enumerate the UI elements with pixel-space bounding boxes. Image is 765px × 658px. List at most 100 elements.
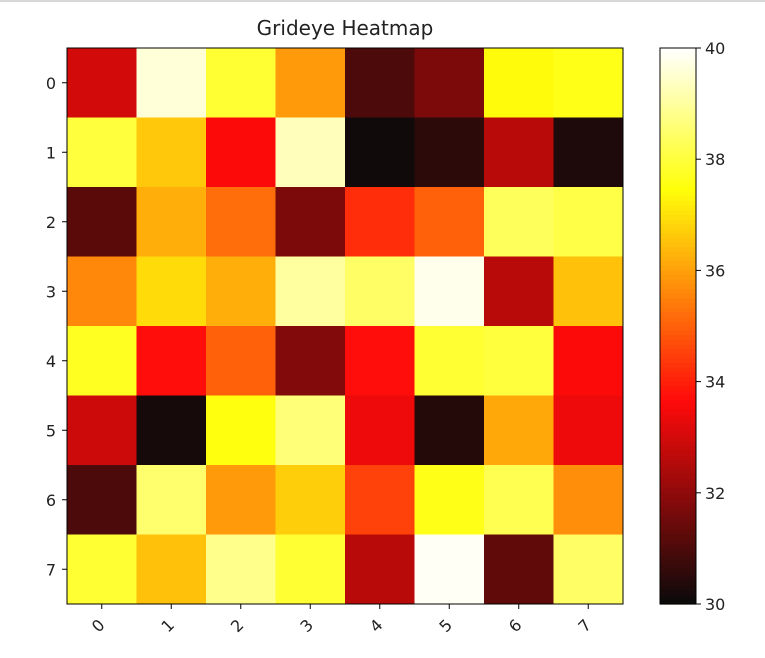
x-tick-label: 1 (157, 615, 178, 636)
colorbar-segment (660, 390, 696, 397)
heatmap-cell (136, 395, 207, 466)
heatmap-cell (345, 187, 415, 257)
colorbar-segment (660, 270, 696, 276)
heatmap-cell (206, 256, 276, 327)
heatmap-cell (275, 534, 346, 605)
colorbar-segment (660, 154, 696, 160)
colorbar-segment (660, 265, 696, 271)
colorbar-segment (660, 414, 696, 420)
colorbar-segment (660, 103, 696, 109)
colorbar-segment (660, 224, 696, 230)
heatmap-cell (345, 117, 415, 188)
colorbar-tick-label: 38 (705, 150, 725, 169)
colorbar-segment (660, 497, 696, 503)
heatmap-cell (275, 256, 346, 327)
colorbar-segment (660, 339, 696, 346)
colorbar-tick-label: 40 (705, 39, 725, 58)
colorbar-segment (660, 437, 696, 443)
colorbar-segment (660, 381, 696, 387)
colorbar-segment (660, 427, 696, 434)
colorbar-segment (660, 511, 696, 517)
y-tick-label: 5 (46, 421, 56, 440)
heatmap-cell (553, 465, 624, 535)
heatmap-cell (275, 48, 346, 118)
colorbar-segment (660, 57, 696, 63)
colorbar-segment (660, 214, 696, 221)
colorbar-segment (660, 590, 696, 596)
colorbar-segment (660, 177, 696, 183)
colorbar-segment (660, 580, 696, 587)
colorbar-segment (660, 548, 696, 554)
colorbar-segment (660, 488, 696, 494)
colorbar-segment (660, 409, 696, 415)
heatmap-cell (553, 395, 624, 466)
x-tick-label: 3 (296, 615, 317, 636)
heatmap-cell (484, 256, 554, 327)
top-border (0, 0, 765, 2)
colorbar-segment (660, 492, 696, 499)
x-axis: 0 1 2 3 4 5 6 7 (88, 604, 595, 636)
colorbar-segment (660, 451, 696, 457)
colorbar-segment (660, 293, 696, 299)
colorbar-segment (660, 515, 696, 522)
heatmap-cell (553, 117, 624, 188)
heatmap-cell (414, 534, 485, 605)
colorbar-segment (660, 196, 696, 202)
heatmap-cell (414, 48, 485, 118)
heatmap-cell (136, 117, 207, 188)
colorbar-segment (660, 529, 696, 536)
colorbar-segment (660, 400, 696, 406)
colorbar-segment (660, 562, 696, 568)
heatmap-cell (67, 117, 137, 188)
heatmap-cell (67, 48, 137, 118)
heatmap-cell (275, 326, 346, 396)
heatmap-cell (414, 256, 485, 327)
colorbar-segment (660, 330, 696, 336)
colorbar-segment (660, 251, 696, 258)
heatmap-cell (136, 326, 207, 396)
colorbar-segment (660, 344, 696, 350)
heatmap-cell (67, 534, 137, 605)
colorbar-segment (660, 66, 696, 72)
colorbar-tick-label: 36 (705, 261, 725, 280)
colorbar-segment (660, 321, 696, 327)
colorbar-segment (660, 71, 696, 77)
colorbar-segment (660, 173, 696, 179)
colorbar-segment (660, 316, 696, 322)
colorbar-segment (660, 242, 696, 248)
x-tick-label: 0 (88, 615, 109, 636)
heatmap-cell (206, 395, 276, 466)
colorbar-segment (660, 219, 696, 225)
colorbar-segment (660, 228, 696, 234)
heatmap-cell (136, 465, 207, 535)
heatmap-cell (414, 187, 485, 257)
heatmap-cell (345, 465, 415, 535)
colorbar-segment (660, 358, 696, 364)
colorbar-segment (660, 61, 696, 68)
heatmap-cell (414, 326, 485, 396)
heatmap-cell (67, 326, 137, 396)
colorbar-segment (660, 298, 696, 304)
colorbar-segment (660, 349, 696, 355)
y-tick-label: 7 (46, 560, 56, 579)
colorbar-segment (660, 478, 696, 485)
y-axis: 0 1 2 3 4 5 6 7 (46, 74, 67, 579)
colorbar-segment (660, 200, 696, 207)
heatmap-cell (67, 256, 137, 327)
colorbar-segment (660, 80, 696, 86)
colorbar-segment (660, 418, 696, 424)
colorbar-segment (660, 210, 696, 216)
colorbar-segment (660, 534, 696, 540)
colorbar-segment (660, 525, 696, 531)
heatmap-cell (484, 48, 554, 118)
colorbar-tick-label: 30 (705, 595, 725, 614)
heatmap-cell (553, 534, 624, 605)
heatmap-cell (484, 395, 554, 466)
heatmap-cell (136, 256, 207, 327)
x-tick-label: 5 (435, 615, 456, 636)
x-tick-label: 2 (227, 615, 248, 636)
colorbar-segment (660, 163, 696, 170)
y-tick-label: 3 (46, 282, 56, 301)
colorbar-segment (660, 353, 696, 360)
heatmap-cell (484, 534, 554, 605)
